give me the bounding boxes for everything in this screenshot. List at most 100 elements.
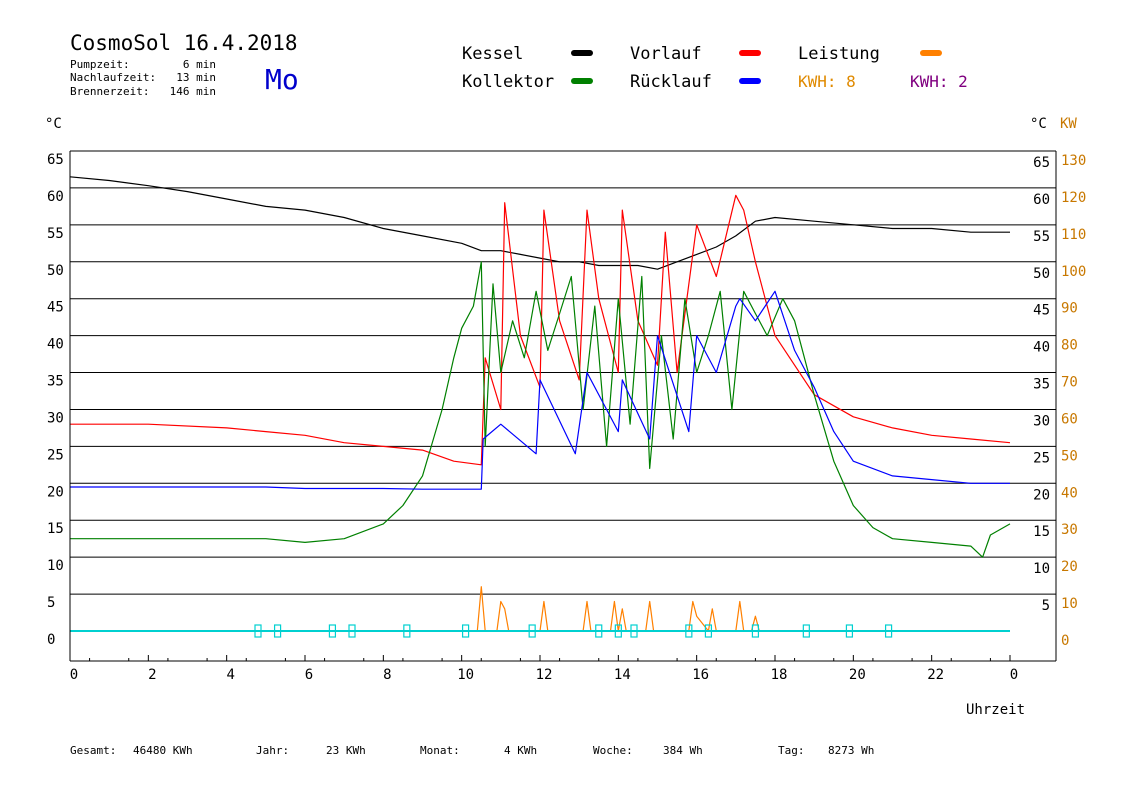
y-right-c-tick-label: 15 xyxy=(1033,524,1050,540)
footer-label: Tag: xyxy=(778,744,805,757)
y-right-c-tick-label: 35 xyxy=(1033,377,1050,393)
legend-leistung: Leistung xyxy=(798,44,880,64)
y-right-c-tick-label: 60 xyxy=(1033,192,1050,208)
y-left-tick-label: 40 xyxy=(47,337,64,353)
footer-label: Woche: xyxy=(593,744,633,757)
y-right-c-tick-label: 50 xyxy=(1033,266,1050,282)
y-left-tick-label: 30 xyxy=(47,410,64,426)
legend-swatch-leistung xyxy=(920,50,942,56)
y-right-kw-tick-label: 50 xyxy=(1061,448,1078,464)
x-tick-label: 18 xyxy=(771,667,788,683)
burner-marker xyxy=(704,624,713,638)
kwh-orange: KWH: 8 xyxy=(798,72,856,91)
y-right-kw-tick-label: 90 xyxy=(1061,301,1078,317)
x-tick-label: 8 xyxy=(383,667,391,683)
burner-marker xyxy=(528,624,536,638)
burner-marker xyxy=(461,624,470,638)
y-right-kw-tick-label: 0 xyxy=(1061,633,1069,649)
burner-marker xyxy=(802,624,810,638)
y-right-c-tick-label: 40 xyxy=(1033,340,1050,356)
burner-markers xyxy=(254,624,893,638)
legend-ruecklauf: Rücklauf xyxy=(630,72,712,92)
y-right-c-tick-label: 20 xyxy=(1033,487,1050,503)
footer-value: 384 Wh xyxy=(663,744,703,757)
y-right-c-tick-label: 55 xyxy=(1033,229,1050,245)
legend-swatch-ruecklauf xyxy=(739,78,761,84)
burner-marker xyxy=(630,624,638,638)
y-left-tick-label: 5 xyxy=(47,595,55,611)
y-left-tick-label: 35 xyxy=(47,374,64,390)
burner-marker xyxy=(595,624,603,638)
x-tick-label: 10 xyxy=(457,667,474,683)
x-tick-label: 14 xyxy=(614,667,631,683)
weekday-label: Mo xyxy=(265,63,299,96)
stat-value: 6 min xyxy=(183,58,216,71)
legend-swatch-vorlauf xyxy=(739,50,761,56)
chart-grid xyxy=(70,150,1056,595)
y-left-tick-label: 55 xyxy=(47,226,64,242)
footer-value: 46480 KWh xyxy=(133,744,193,757)
footer-label: Jahr: xyxy=(256,744,289,757)
footer-label: Monat: xyxy=(420,744,460,757)
y-right-kw-tick-label: 20 xyxy=(1061,559,1078,575)
x-tick-label: 6 xyxy=(305,667,313,683)
kwh-purple: KWH: 2 xyxy=(910,72,968,91)
right-axis-unit-kw: KW xyxy=(1060,116,1077,132)
y-right-c-tick-label: 10 xyxy=(1033,561,1050,577)
x-tick-label: 0 xyxy=(70,667,78,683)
burner-marker xyxy=(273,624,282,638)
y-left-tick-label: 60 xyxy=(47,189,64,205)
legend-kollektor: Kollektor xyxy=(462,72,554,92)
stat-value: 13 min xyxy=(176,71,216,84)
x-tick-label: 2 xyxy=(148,667,156,683)
series-kessel xyxy=(69,176,1010,270)
y-right-c-tick-label: 25 xyxy=(1033,450,1050,466)
y-left-tick-label: 25 xyxy=(47,447,64,463)
stat-label: Pumpzeit: xyxy=(70,58,130,71)
stat-value: 146 min xyxy=(170,85,216,98)
burner-marker xyxy=(254,624,262,638)
burner-marker xyxy=(348,624,356,638)
legend-swatch-kollektor xyxy=(571,78,593,84)
y-right-kw-tick-label: 40 xyxy=(1061,485,1078,501)
legend-kessel: Kessel xyxy=(462,44,523,64)
y-left-tick-label: 65 xyxy=(47,152,64,168)
y-left-tick-label: 0 xyxy=(47,632,55,648)
x-tick-label: 22 xyxy=(927,667,944,683)
legend-vorlauf: Vorlauf xyxy=(630,44,702,64)
y-right-c-tick-label: 5 xyxy=(1042,598,1050,614)
y-left-tick-label: 20 xyxy=(47,484,64,500)
burner-marker xyxy=(328,624,337,638)
chart-series xyxy=(69,176,1011,632)
chart-axes: 0510152025303540455055606551015202530354… xyxy=(47,151,1086,683)
y-left-tick-label: 15 xyxy=(47,521,64,537)
y-right-c-tick-label: 30 xyxy=(1033,413,1050,429)
chart-title: CosmoSol 16.4.2018 xyxy=(70,31,298,55)
x-tick-label: 0 xyxy=(1010,667,1018,683)
x-tick-label: 20 xyxy=(849,667,866,683)
y-right-kw-tick-label: 110 xyxy=(1061,227,1086,243)
footer-value: 23 KWh xyxy=(326,744,366,757)
series-r-cklauf xyxy=(70,290,1010,490)
x-axis-label: Uhrzeit xyxy=(966,702,1025,718)
y-right-kw-tick-label: 120 xyxy=(1061,190,1086,206)
stat-label: Nachlaufzeit: xyxy=(70,71,156,84)
stat-label: Brennerzeit: xyxy=(70,85,149,98)
y-right-kw-tick-label: 10 xyxy=(1061,596,1078,612)
footer-value: 4 KWh xyxy=(504,744,537,757)
legend-swatch-kessel xyxy=(571,50,593,56)
y-right-kw-tick-label: 30 xyxy=(1061,522,1078,538)
y-right-kw-tick-label: 130 xyxy=(1061,153,1086,169)
y-left-tick-label: 45 xyxy=(47,300,64,316)
x-tick-label: 12 xyxy=(536,667,553,683)
y-right-c-tick-label: 65 xyxy=(1033,155,1050,171)
y-right-kw-tick-label: 100 xyxy=(1061,264,1086,280)
y-right-kw-tick-label: 70 xyxy=(1061,375,1078,391)
x-tick-label: 16 xyxy=(692,667,709,683)
burner-marker xyxy=(845,624,854,638)
y-left-tick-label: 50 xyxy=(47,263,64,279)
series-vorlauf xyxy=(70,194,1011,466)
y-right-c-tick-label: 45 xyxy=(1033,303,1050,319)
burner-marker xyxy=(751,624,760,638)
